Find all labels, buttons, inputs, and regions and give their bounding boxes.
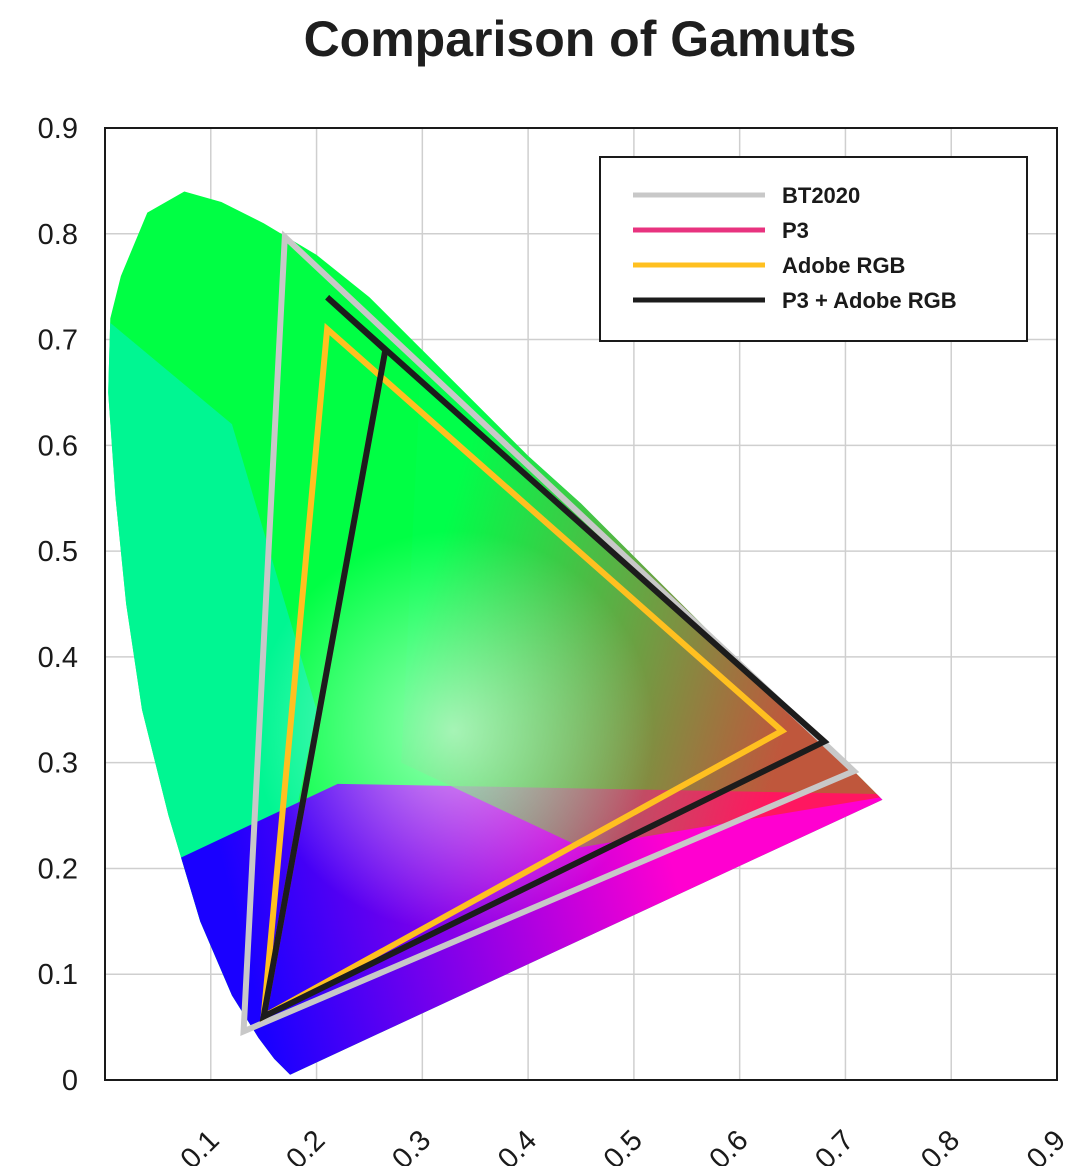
x-tick-label: 0.1 [175, 1124, 226, 1166]
series-p3-adobe-rgb [259, 295, 830, 1022]
chart-title: Comparison of Gamuts [303, 11, 857, 67]
x-tick-label: 0.5 [598, 1124, 649, 1166]
series-bt2020 [240, 230, 860, 1036]
y-tick-label: 0.7 [38, 325, 78, 357]
legend-label: Adobe RGB [782, 253, 905, 278]
x-tick-label: 0.8 [915, 1124, 966, 1166]
x-tick-label: 0.9 [1021, 1124, 1072, 1166]
legend-label: P3 + Adobe RGB [782, 288, 957, 313]
x-tick-label: 0.2 [280, 1124, 331, 1166]
x-tick-label: 0.7 [809, 1124, 860, 1166]
y-tick-label: 0.2 [38, 853, 78, 885]
y-tick-label: 0.9 [38, 113, 78, 145]
white-point-glow [254, 530, 655, 931]
y-tick-label: 0.5 [38, 536, 78, 568]
gamut-series [240, 230, 860, 1036]
legend: BT2020 P3 Adobe RGB P3 + Adobe RGB [599, 156, 1028, 342]
y-tick-label: 0.6 [38, 430, 78, 462]
x-tick-label: 0.3 [386, 1124, 437, 1166]
x-tick-label: 0.6 [703, 1124, 754, 1166]
legend-label: BT2020 [782, 183, 860, 208]
x-tick-label: 0.4 [492, 1124, 543, 1166]
y-tick-label: 0.4 [38, 642, 78, 674]
series-adobe-rgb [260, 322, 788, 1022]
y-tick-label: 0 [62, 1065, 78, 1097]
x-axis-ticks: 0.1 0.2 0.3 0.4 0.5 0.6 0.7 0.8 0.9 [175, 1124, 1072, 1166]
legend-label: P3 [782, 218, 809, 243]
y-tick-label: 0.1 [38, 959, 78, 991]
y-tick-label: 0.8 [38, 219, 78, 251]
y-tick-label: 0.3 [38, 748, 78, 780]
plot-frame [104, 127, 1058, 1081]
legend-box [599, 156, 1028, 342]
y-axis-ticks: 0 0.1 0.2 0.3 0.4 0.5 0.6 0.7 0.8 0.9 [38, 113, 78, 1097]
